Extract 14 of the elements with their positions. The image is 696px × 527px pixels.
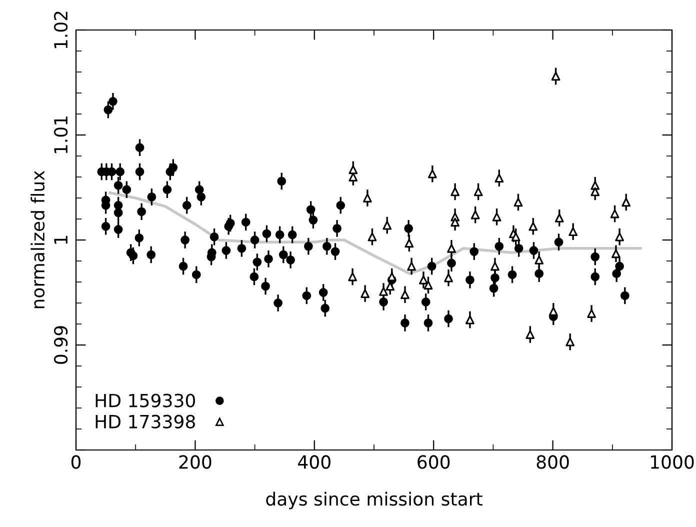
x-tick-label: 600 (418, 455, 450, 469)
y-tick-label: 1 (54, 236, 68, 244)
legend-label: HD 173398 (96, 414, 195, 428)
y-tick-label: 1.02 (54, 12, 68, 48)
y-tick-label: 1.01 (54, 116, 68, 154)
x-tick-label: 400 (298, 455, 330, 469)
y-axis-title: normalized flux (30, 170, 45, 308)
x-tick-label: 200 (179, 455, 212, 469)
x-axis-title: days since mission start (266, 492, 482, 510)
x-tick-label: 0 (71, 455, 81, 469)
legend-label: HD 159330 (96, 394, 195, 408)
y-tick-label: 0.99 (54, 326, 68, 364)
x-tick-label: 800 (536, 455, 569, 469)
x-tick-label: 1000 (651, 455, 694, 469)
